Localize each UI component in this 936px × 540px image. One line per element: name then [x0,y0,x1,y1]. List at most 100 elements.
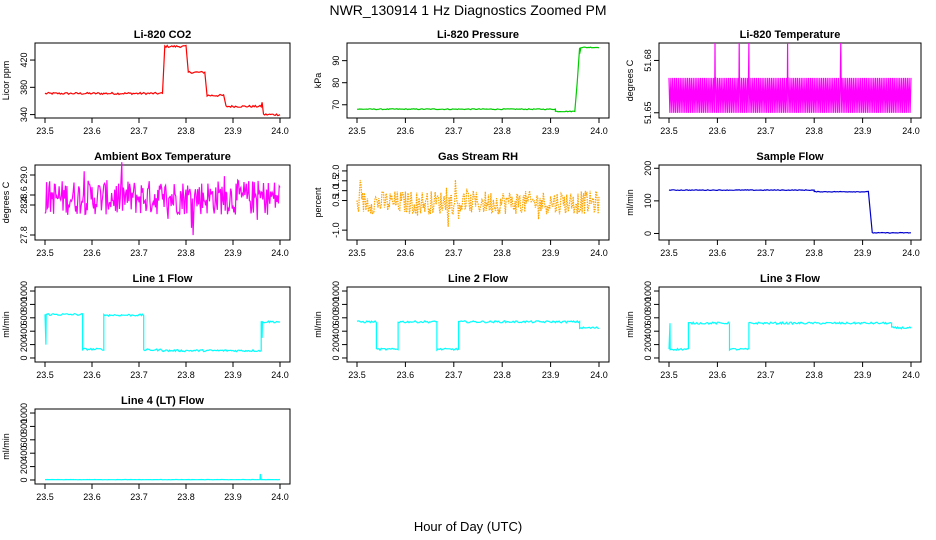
x-tick-label: 23.9 [542,248,560,258]
y-tick-label: 70 [331,100,341,110]
x-tick-label: 23.7 [130,492,148,502]
x-tick-label: 23.9 [542,370,560,380]
x-tick-label: 23.7 [445,370,463,380]
y-tick-label: 600 [331,310,341,325]
x-tick-label: 23.8 [805,126,823,136]
series-line [356,46,600,113]
x-tick-label: 23.7 [130,248,148,258]
x-tick-label: 23.8 [177,492,195,502]
y-tick-label: 100 [643,193,653,208]
panel-ylabel: ml/min [1,311,11,338]
x-tick-label: 23.5 [660,126,678,136]
x-tick-label: 23.5 [348,248,366,258]
y-tick-label: 90 [331,56,341,66]
y-tick-label: 600 [643,310,653,325]
y-tick-label: 200 [19,337,29,352]
x-tick-label: 24.0 [902,370,920,380]
figure-title: NWR_130914 1 Hz Diagnostics Zoomed PM [329,2,606,18]
y-tick-label: 51.68 [643,49,653,72]
y-tick-label: 200 [643,337,653,352]
x-tick-label: 23.5 [36,126,54,136]
x-tick-label: 23.8 [493,370,511,380]
panel-title: Line 4 (LT) Flow [121,395,204,407]
x-tick-label: 23.8 [493,248,511,258]
panel-ylabel: ml/min [313,311,323,338]
x-tick-label: 24.0 [590,126,608,136]
panel-4: Ambient Box Temperature degrees C 23.5 23.6… [1,151,291,258]
x-tick-label: 23.9 [854,126,872,136]
panel-title: Line 3 Flow [760,273,820,285]
x-tick-label: 23.5 [348,370,366,380]
panel-title: Line 2 Flow [448,273,508,285]
y-tick-label: 28.4 [19,196,29,214]
panel-ylabel: kPa [313,73,323,89]
y-tick-label: 1000 [19,281,29,301]
x-tick-label: 23.5 [660,370,678,380]
x-tick-label: 24.0 [271,248,289,258]
x-tick-label: 23.6 [709,126,727,136]
series-line [44,162,281,236]
x-tick-label: 23.5 [36,248,54,258]
y-tick-label: 1000 [19,403,29,423]
plot-frame [346,164,610,241]
y-tick-label: 51.65 [643,102,653,125]
figure-xlabel: Hour of Day (UTC) [414,519,522,534]
x-tick-label: 23.7 [757,370,775,380]
x-tick-label: 23.5 [36,492,54,502]
series-line [356,319,600,352]
x-tick-label: 23.8 [805,248,823,258]
panel-ylabel: degrees C [625,59,635,101]
x-tick-label: 23.5 [348,126,366,136]
series-line [668,321,912,352]
y-tick-label: 200 [331,337,341,352]
y-tick-label: 28.6 [19,186,29,204]
x-tick-label: 23.6 [397,126,415,136]
x-tick-label: 23.9 [854,248,872,258]
y-tick-label: 400 [19,324,29,339]
series-line [45,473,281,481]
plot-frame [34,408,291,485]
panel-title: Sample Flow [756,151,824,163]
y-tick-label: 340 [19,107,29,122]
x-tick-label: 23.7 [445,248,463,258]
y-tick-label: 200 [19,459,29,474]
y-tick-label: 600 [19,432,29,447]
y-tick-label: 0 [19,477,29,482]
x-tick-label: 23.7 [757,126,775,136]
x-tick-label: 23.5 [660,248,678,258]
panel-10: Line 4 (LT) Flow ml/min 23.5 23.6 23.7 23.8 23… [1,395,291,502]
x-tick-label: 23.7 [445,126,463,136]
y-tick-label: 800 [19,297,29,312]
panel-title: Li-820 CO2 [134,29,191,41]
x-tick-label: 23.8 [177,248,195,258]
panel-title: Ambient Box Temperature [94,151,231,163]
series-line [668,42,912,113]
panel-ylabel: ml/min [625,311,635,338]
x-tick-label: 24.0 [590,248,608,258]
y-tick-label: 800 [331,297,341,312]
x-tick-label: 24.0 [902,126,920,136]
plot-frame [34,42,291,119]
plot-frame [34,286,291,363]
x-tick-label: 23.6 [83,248,101,258]
y-tick-label: 800 [19,419,29,434]
x-tick-label: 24.0 [271,126,289,136]
y-tick-label: 29.0 [19,166,29,184]
y-tick-label: 27.8 [19,226,29,244]
x-tick-label: 23.7 [757,248,775,258]
x-tick-label: 23.6 [83,126,101,136]
panel-ylabel: degrees C [1,181,11,223]
y-tick-label: 0 [643,231,653,236]
series-line [668,189,911,234]
x-tick-label: 23.6 [83,492,101,502]
y-tick-label: 420 [19,53,29,68]
panel-3: Li-820 Temperature degrees C 23.5 23.6 23.7 2… [625,29,922,136]
y-tick-label: -1.0 [331,222,341,238]
panel-ylabel: percent [313,187,323,218]
y-tick-label: 1000 [331,281,341,301]
x-tick-label: 23.6 [709,248,727,258]
y-tick-label: 0 [643,355,653,360]
series-line [356,179,600,227]
x-tick-label: 23.9 [542,126,560,136]
x-tick-label: 23.7 [130,370,148,380]
